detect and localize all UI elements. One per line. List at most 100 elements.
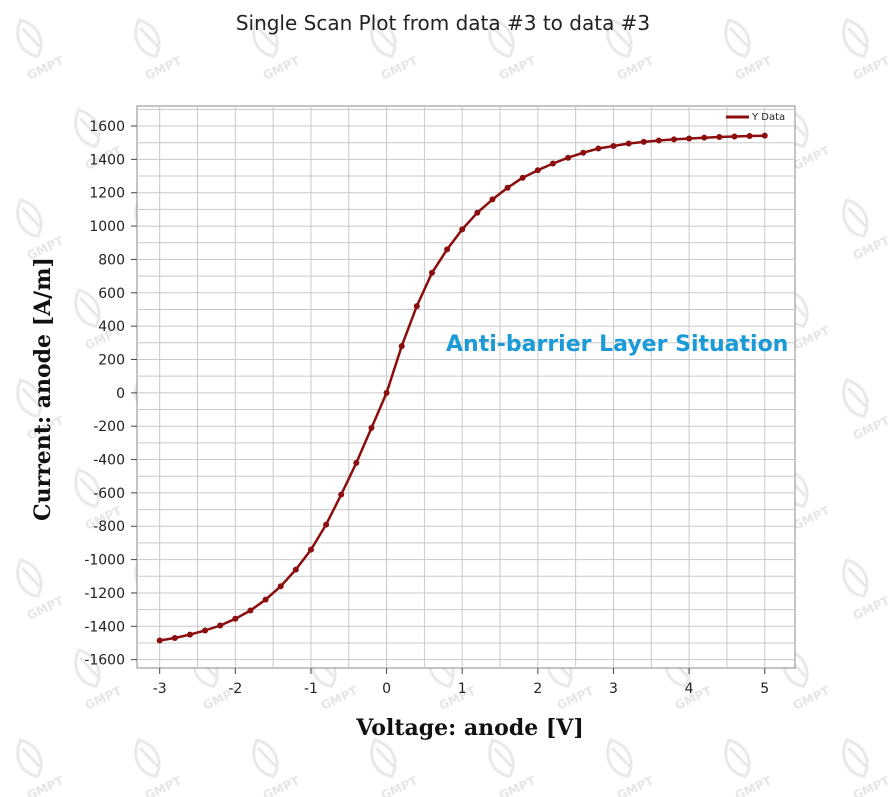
- x-axis-label: Voltage: anode [V]: [355, 715, 584, 741]
- chart-annotation: Anti-barrier Layer Situation: [446, 332, 788, 357]
- watermark-logo: GMPT: [842, 738, 893, 797]
- y-tick-label: -1400: [84, 619, 125, 635]
- watermark-text: GMPT: [25, 593, 67, 622]
- data-point: [156, 637, 163, 644]
- watermark-text: GMPT: [143, 773, 185, 797]
- watermark-logo: GMPT: [842, 558, 893, 623]
- data-point: [489, 196, 496, 203]
- watermark-icon: [134, 18, 161, 58]
- watermark-logo: GMPT: [724, 18, 775, 83]
- watermark-text: GMPT: [379, 53, 421, 82]
- y-tick-label: 200: [98, 352, 125, 368]
- data-point: [519, 174, 526, 181]
- data-point: [504, 184, 511, 191]
- watermark-icon: [606, 738, 633, 778]
- data-point: [655, 137, 662, 144]
- watermark-icon: [16, 18, 43, 58]
- data-point: [217, 622, 224, 629]
- watermark-icon: [74, 108, 101, 148]
- data-point: [580, 149, 587, 156]
- watermark-logo: GMPT: [134, 18, 185, 83]
- watermark-icon: [74, 288, 101, 328]
- data-point: [625, 140, 632, 147]
- data-point: [277, 583, 284, 590]
- watermark-icon: [842, 18, 869, 58]
- watermark-icon: [724, 18, 751, 58]
- y-tick-label: -600: [93, 486, 125, 502]
- data-point: [353, 459, 360, 466]
- y-tick-label: -800: [93, 519, 125, 535]
- x-axis-ticks: -3 -2 -1 0 1 2 3 4 5: [153, 668, 769, 697]
- watermark-icon: [488, 738, 515, 778]
- watermark-text: GMPT: [733, 773, 775, 797]
- x-tick-label: 5: [760, 681, 769, 697]
- watermark-logo: GMPT: [889, 641, 895, 713]
- data-point: [549, 160, 556, 167]
- x-tick-label: 4: [685, 681, 694, 697]
- data-point: [383, 389, 390, 396]
- watermark-logo: GMPT: [724, 738, 775, 797]
- y-tick-label: 600: [98, 286, 125, 302]
- data-point: [640, 138, 647, 145]
- y-tick-label: -1200: [84, 586, 125, 602]
- x-grid: [159, 106, 766, 668]
- data-point: [610, 143, 617, 150]
- data-point: [428, 269, 435, 276]
- legend: Y Data: [726, 112, 785, 123]
- watermark-text: GMPT: [261, 53, 303, 82]
- watermark-text: GMPT: [497, 53, 539, 82]
- x-tick-label: 0: [382, 681, 391, 697]
- watermark-icon: [74, 648, 101, 688]
- data-point: [323, 521, 330, 528]
- watermark-icon: [370, 18, 397, 58]
- data-point: [171, 634, 178, 641]
- watermark-text: GMPT: [615, 53, 657, 82]
- data-point: [565, 154, 572, 161]
- watermark-logo: GMPT: [16, 738, 67, 797]
- data-point: [186, 631, 193, 638]
- watermark-logo: GMPT: [889, 461, 895, 533]
- watermark-logo: GMPT: [74, 648, 125, 713]
- watermark-text: GMPT: [851, 773, 893, 797]
- data-point: [731, 133, 738, 140]
- watermark-text: GMPT: [733, 53, 775, 82]
- watermark-icon: [488, 18, 515, 58]
- watermark-text: GMPT: [851, 593, 893, 622]
- data-point: [761, 132, 768, 139]
- data-point: [444, 246, 451, 253]
- watermark-icon: [842, 378, 869, 418]
- watermark-icon: [370, 738, 397, 778]
- data-point: [368, 424, 375, 431]
- data-point: [262, 596, 269, 603]
- data-point: [413, 303, 420, 310]
- data-point: [398, 343, 405, 350]
- x-tick-label: 2: [533, 681, 542, 697]
- data-point: [534, 167, 541, 174]
- watermark-logo: GMPT: [16, 558, 67, 623]
- y-tick-label: -1000: [84, 553, 125, 569]
- plot-area: -3 -2 -1 0 1 2 3 4 5 -1600 -1400 -1200 -1000 -800 -60…: [84, 105, 796, 697]
- watermark-logo: GMPT: [889, 281, 895, 353]
- watermark-logo: GMPT: [252, 738, 303, 797]
- watermark-text: GMPT: [791, 143, 833, 172]
- plot-frame: [136, 105, 796, 669]
- watermark-icon: [16, 738, 43, 778]
- data-point: [474, 209, 481, 216]
- y-tick-label: 1400: [89, 152, 125, 168]
- watermark-text: GMPT: [83, 683, 125, 712]
- data-point: [459, 226, 466, 233]
- watermark-logo: GMPT: [889, 101, 895, 173]
- watermark-logo: GMPT: [842, 18, 893, 83]
- watermark-text: GMPT: [143, 53, 185, 82]
- data-point: [292, 566, 299, 573]
- y-tick-label: 0: [116, 386, 125, 402]
- x-tick-label: -3: [153, 681, 167, 697]
- data-point: [716, 134, 723, 141]
- watermark-text: GMPT: [791, 323, 833, 352]
- watermark-icon: [134, 738, 161, 778]
- watermark-logo: GMPT: [134, 738, 185, 797]
- data-point: [670, 136, 677, 143]
- y-axis-label: Current: anode [A/m]: [30, 257, 56, 521]
- y-tick-label: 400: [98, 319, 125, 335]
